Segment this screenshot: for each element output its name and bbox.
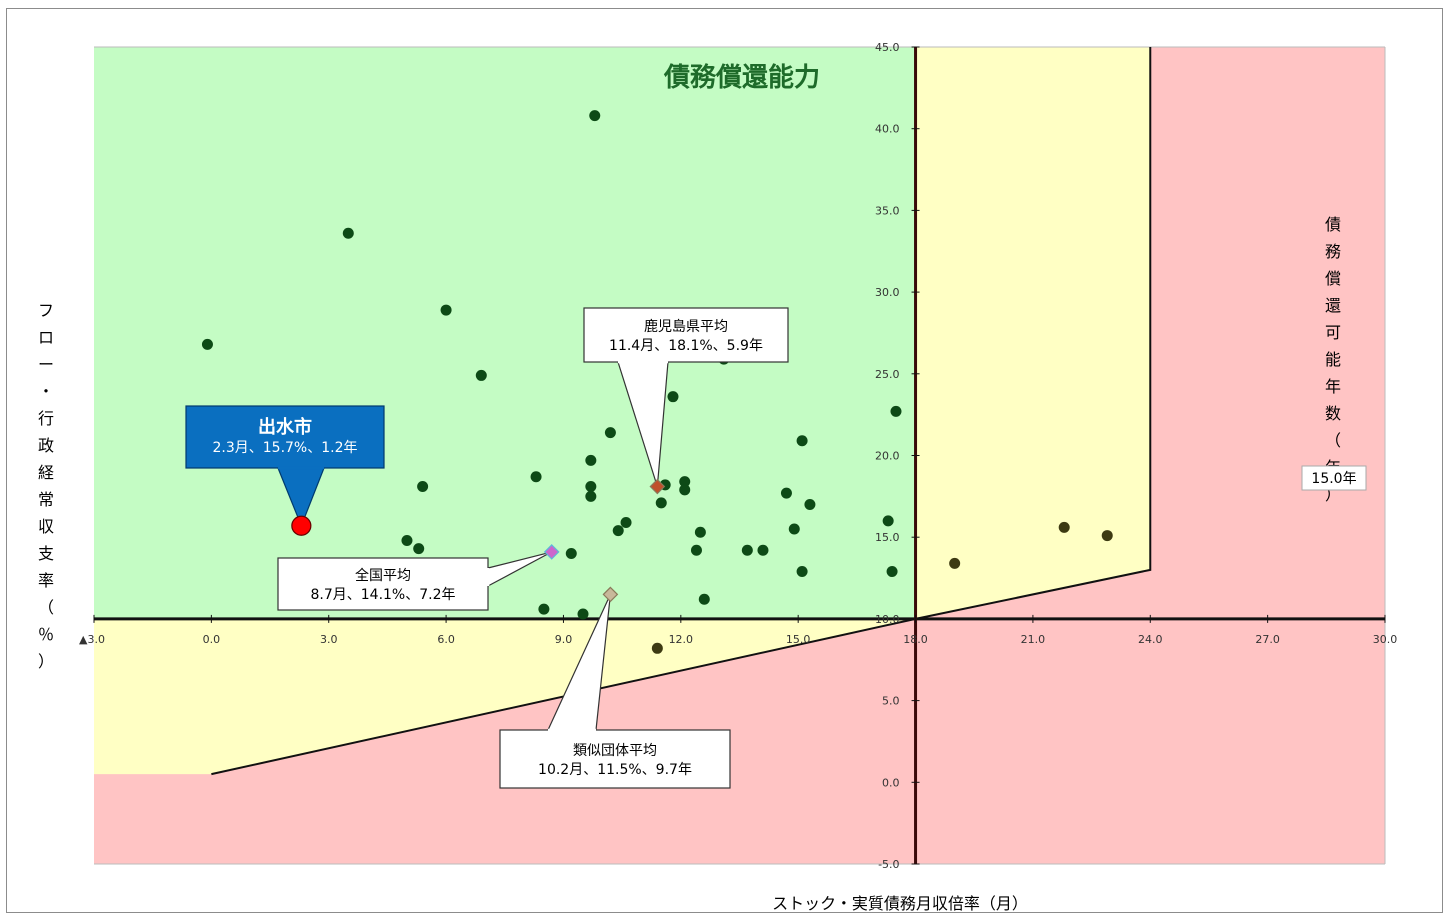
data-point: [796, 566, 808, 578]
years-value-box: [1301, 465, 1367, 491]
x-tick-label: 6.0: [437, 633, 455, 646]
y-tick-label: 25.0: [875, 368, 900, 381]
y-tick-label: 45.0: [875, 41, 900, 54]
data-point: [694, 526, 706, 538]
data-point: [201, 338, 213, 350]
data-point: [890, 405, 902, 417]
data-point: [882, 515, 894, 527]
data-point: [620, 516, 632, 528]
x-tick-label: 30.0: [1373, 633, 1398, 646]
y-tick-label: 30.0: [875, 286, 900, 299]
data-point: [604, 427, 616, 439]
data-point: [679, 484, 691, 496]
x-tick-label: ▲3.0: [79, 633, 105, 646]
x-tick-label: 15.0: [786, 633, 811, 646]
x-tick-label: 3.0: [320, 633, 338, 646]
callout-box: [499, 729, 731, 789]
callout-label: 8.7月、14.1%、7.2年: [310, 587, 455, 603]
data-point: [1058, 521, 1070, 533]
y-tick-label: 0.0: [882, 776, 900, 789]
x-tick-label: 18.0: [903, 633, 928, 646]
data-point: [667, 391, 679, 403]
callout-title: 類似団体平均: [573, 743, 657, 759]
data-point: [804, 499, 816, 511]
data-point: [530, 471, 542, 483]
y-tick-label: 20.0: [875, 450, 900, 463]
data-point: [1101, 530, 1113, 542]
data-point: [413, 543, 425, 555]
x-tick-label: 21.0: [1021, 633, 1046, 646]
x-axis-label: ストック・実質債務月収倍率（月）: [772, 894, 1028, 913]
y-tick-label: 40.0: [875, 123, 900, 136]
data-point: [741, 544, 753, 556]
y-tick-label: 35.0: [875, 204, 900, 217]
caution-region: [94, 47, 1151, 775]
data-point: [788, 523, 800, 535]
average-marker: [602, 586, 619, 603]
y-tick-label: 15.0: [875, 531, 900, 544]
data-point: [401, 534, 413, 546]
data-point: [679, 476, 691, 488]
data-point: [698, 593, 710, 605]
data-point: [577, 608, 589, 620]
y-tick-label: 5.0: [882, 695, 900, 708]
data-point: [589, 110, 601, 122]
data-point: [342, 227, 354, 239]
x-tick-label: 27.0: [1255, 633, 1280, 646]
data-point: [440, 304, 452, 316]
data-point: [585, 481, 597, 493]
data-point: [612, 525, 624, 537]
y-tick-label: 10.0: [875, 613, 900, 626]
callout-label: 10.2月、11.5%、9.7年: [538, 762, 692, 778]
callout-title: 全国平均: [355, 567, 411, 584]
data-point: [690, 544, 702, 556]
callout-title: 鹿児島県平均: [644, 318, 728, 335]
data-point: [585, 454, 597, 466]
x-tick-label: 12.0: [669, 633, 694, 646]
data-point: [651, 642, 663, 654]
data-point: [780, 487, 792, 499]
data-point: [565, 548, 577, 560]
x-tick-label: 9.0: [555, 633, 573, 646]
data-point: [655, 497, 667, 509]
callout-box: [583, 307, 789, 363]
callout-label: 2.3月、15.7%、1.2年: [212, 440, 357, 456]
years-value-label: 15.0年: [1311, 471, 1356, 487]
data-point: [949, 557, 961, 569]
data-point: [796, 435, 808, 447]
average-marker: [543, 544, 560, 560]
callout-label: 11.4月、18.1%、5.9年: [609, 338, 763, 354]
right-axis-label: 債務償還可能年数（年）: [1325, 215, 1341, 504]
chart-title: 債務償還能力: [663, 62, 820, 93]
data-point: [886, 566, 898, 578]
average-marker: [649, 478, 666, 495]
data-point: [417, 481, 429, 493]
data-point: [585, 490, 597, 502]
data-point: [757, 544, 769, 556]
highlight-marker: [291, 515, 312, 536]
y-axis-label: フロー・行政経常収支率（％）: [38, 301, 54, 671]
callout-title: 出水市: [258, 416, 312, 438]
callout-box: [185, 405, 385, 469]
data-point: [538, 603, 550, 615]
x-tick-label: 24.0: [1138, 633, 1163, 646]
data-point: [475, 369, 487, 381]
y-tick-label: -5.0: [878, 858, 899, 871]
x-tick-label: 0.0: [203, 633, 221, 646]
callout-box: [277, 557, 489, 611]
